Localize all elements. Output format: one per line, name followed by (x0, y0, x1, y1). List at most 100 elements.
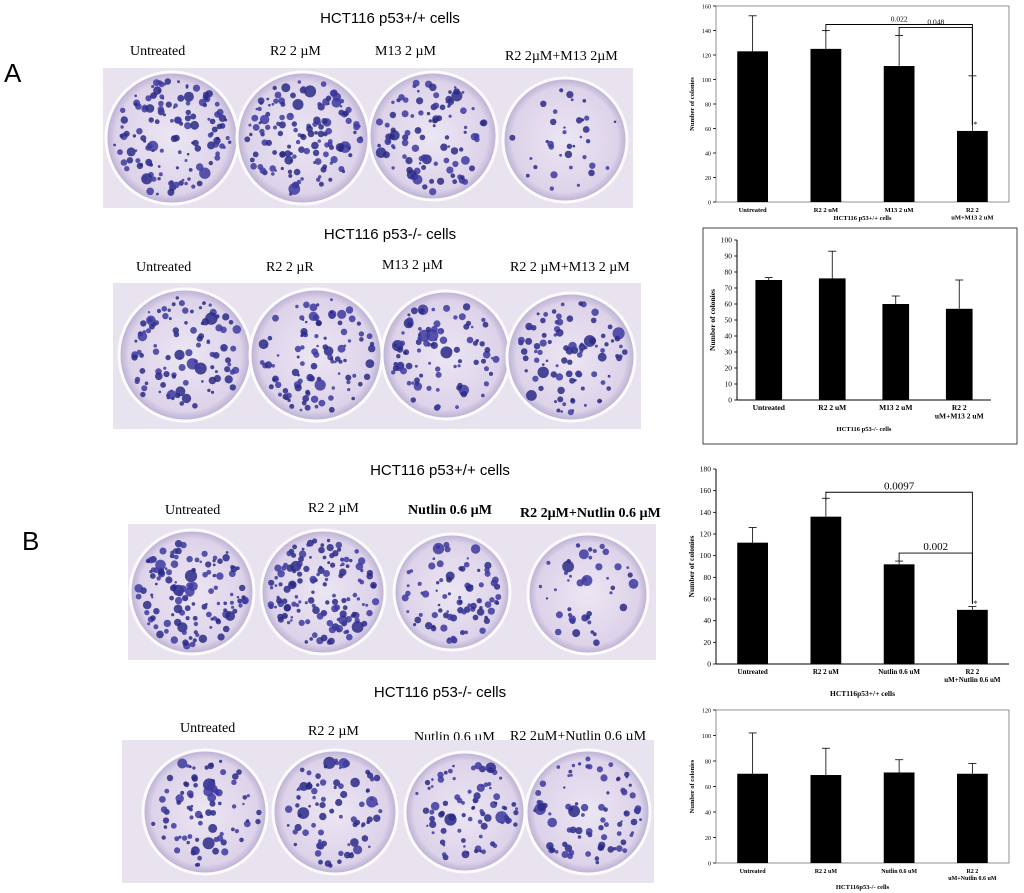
colony (554, 628, 562, 636)
colony (151, 176, 157, 182)
y-tick-label: 40 (705, 152, 711, 158)
colony (139, 368, 146, 374)
colony (150, 615, 156, 621)
colony (214, 370, 218, 374)
colony (196, 180, 203, 187)
colony (400, 367, 407, 375)
colony (252, 151, 259, 158)
colony (549, 186, 554, 191)
colony (578, 549, 589, 560)
colony (567, 853, 573, 860)
colony (581, 813, 585, 817)
y-tick-label: 120 (700, 530, 712, 539)
colony (123, 130, 130, 137)
y-tick-label: 60 (725, 300, 733, 309)
colony (483, 381, 489, 387)
colony (375, 802, 379, 806)
colony (444, 813, 457, 826)
colony (430, 801, 440, 811)
colony (273, 98, 279, 104)
colony (606, 576, 609, 580)
colony (339, 564, 343, 567)
colony (193, 364, 200, 371)
colony (569, 165, 573, 170)
colony (418, 162, 422, 165)
colony (421, 165, 427, 170)
colony (341, 621, 347, 627)
colony (180, 541, 187, 549)
colony (431, 307, 436, 312)
colony (366, 333, 373, 340)
colony (146, 187, 154, 196)
colony (280, 166, 284, 171)
colony (550, 847, 556, 853)
colony (314, 158, 322, 165)
colony (184, 122, 192, 130)
colony (511, 802, 517, 807)
colony (566, 315, 574, 323)
colony (316, 120, 322, 126)
colony (401, 331, 405, 335)
bar (883, 772, 915, 863)
colony (322, 582, 327, 587)
colony (321, 118, 328, 125)
colony (566, 91, 574, 99)
colony (315, 773, 321, 779)
colony (431, 831, 435, 835)
colony (309, 556, 312, 559)
y-axis-label: Number of colonies (689, 759, 696, 813)
colony (291, 121, 297, 127)
colony (417, 581, 422, 587)
colony (180, 790, 185, 795)
colony (458, 566, 464, 571)
colony (435, 371, 442, 378)
colony (330, 562, 336, 568)
y-tick-label: 160 (702, 5, 711, 11)
colony (295, 139, 301, 145)
colony (318, 399, 326, 407)
colony (353, 845, 363, 855)
colony (545, 359, 549, 363)
colony (149, 95, 153, 99)
colony (282, 388, 289, 394)
colony (440, 827, 447, 834)
colony (520, 348, 528, 355)
colony (181, 630, 187, 635)
colony (178, 364, 186, 371)
colony (350, 777, 360, 788)
colony (244, 136, 251, 143)
colony (175, 296, 179, 300)
colony (417, 336, 422, 341)
colony (377, 143, 381, 148)
colony (306, 373, 314, 382)
x-tick-label: Untreated (739, 207, 767, 214)
colony (639, 818, 642, 821)
colony (222, 313, 230, 321)
colony (298, 619, 305, 627)
colony (562, 130, 567, 135)
colony (445, 100, 449, 104)
colony (198, 98, 207, 107)
colony (155, 559, 166, 571)
colony (600, 333, 606, 339)
colony (337, 547, 342, 552)
colony (306, 770, 312, 776)
colony (575, 543, 581, 548)
colony (209, 800, 216, 807)
y-tick-label: 80 (725, 268, 733, 277)
chart-frame (702, 227, 1018, 445)
colony (389, 111, 397, 119)
colony (274, 564, 282, 572)
colony (320, 634, 328, 642)
colony (443, 157, 450, 164)
colony (153, 608, 160, 615)
colony (170, 135, 178, 143)
colony (335, 625, 343, 633)
y-axis-label: Number of colonies (687, 535, 696, 597)
colony (415, 791, 419, 796)
colony (166, 569, 172, 576)
colony (170, 822, 177, 829)
colony (428, 361, 432, 365)
colony (158, 100, 164, 107)
colony (197, 855, 203, 861)
